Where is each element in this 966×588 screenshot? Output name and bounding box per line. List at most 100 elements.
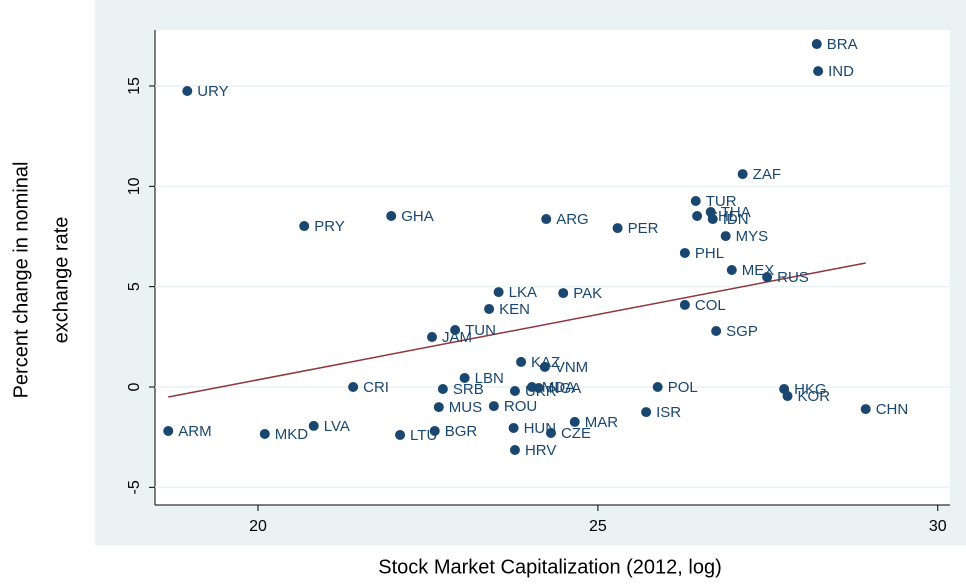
- point: [450, 325, 461, 336]
- point-label: PAK: [573, 285, 602, 302]
- point: [541, 214, 552, 225]
- point: [259, 428, 270, 439]
- point: [711, 326, 722, 337]
- point: [720, 231, 731, 242]
- point: [488, 401, 499, 412]
- point: [860, 404, 871, 415]
- point-label: TUN: [465, 322, 496, 339]
- point: [308, 420, 319, 431]
- point-label: NGA: [549, 380, 582, 397]
- point: [437, 384, 448, 395]
- point: [509, 386, 520, 397]
- point-label: TUR: [706, 193, 737, 210]
- point: [612, 223, 623, 234]
- point: [569, 416, 580, 427]
- point: [182, 86, 193, 97]
- point-label: MDA: [542, 379, 575, 396]
- point: [299, 221, 310, 232]
- point: [726, 265, 737, 276]
- point: [509, 445, 520, 456]
- point-label: SGP: [726, 323, 758, 340]
- point: [484, 303, 495, 314]
- point: [737, 169, 748, 180]
- point-label: UKR: [525, 383, 557, 400]
- point: [459, 372, 470, 383]
- y-tick-label: 5: [126, 282, 143, 291]
- point: [679, 299, 690, 310]
- point-label: MYS: [736, 228, 769, 245]
- point-label: COL: [695, 297, 726, 314]
- point: [493, 287, 504, 298]
- point: [539, 361, 550, 372]
- point-label: MUS: [449, 399, 482, 416]
- point: [707, 214, 718, 225]
- point: [813, 66, 824, 77]
- y-tick-label: 15: [126, 77, 143, 95]
- point-label: RUS: [777, 269, 809, 286]
- point: [386, 211, 397, 222]
- point-label: CZE: [561, 425, 591, 442]
- point: [508, 422, 519, 433]
- point-label: ARG: [556, 211, 589, 228]
- point-label: SRB: [453, 381, 484, 398]
- point-label: GHA: [401, 208, 434, 225]
- point: [679, 247, 690, 258]
- point-label: HKG: [794, 381, 827, 398]
- point: [692, 211, 703, 222]
- point-label: BGR: [445, 423, 478, 440]
- point: [558, 288, 569, 299]
- point: [652, 382, 663, 393]
- point-label: PHL: [695, 245, 724, 262]
- point-label: LKA: [509, 284, 537, 301]
- point: [395, 429, 406, 440]
- point: [516, 356, 527, 367]
- y-tick-label: 10: [126, 177, 143, 195]
- y-axis-title: exchange rate: [50, 217, 72, 344]
- point: [427, 332, 438, 343]
- point-label: MAR: [585, 414, 619, 431]
- point-label: THA: [721, 204, 751, 221]
- point: [545, 427, 556, 438]
- point-label: LBN: [475, 370, 504, 387]
- point-label: POL: [668, 379, 698, 396]
- point-label: ISR: [656, 404, 681, 421]
- point: [348, 382, 359, 393]
- point-label: HRV: [525, 442, 556, 459]
- point: [163, 425, 174, 436]
- point-label: KEN: [499, 301, 530, 318]
- point-label: PER: [628, 220, 659, 237]
- point: [762, 272, 773, 283]
- x-tick-label: 20: [249, 518, 267, 535]
- point-label: CRI: [363, 379, 389, 396]
- point: [429, 425, 440, 436]
- point-label: IDN: [723, 211, 749, 228]
- point: [690, 195, 701, 206]
- point-label: ZAF: [753, 166, 781, 183]
- x-tick-label: 30: [929, 518, 947, 535]
- point-label: PRY: [314, 218, 345, 235]
- plot-area: [155, 30, 950, 505]
- point-label: KOR: [798, 388, 831, 405]
- point: [533, 383, 544, 394]
- point-label: LVA: [324, 418, 350, 435]
- point-label: ARM: [178, 423, 211, 440]
- point-label: CHN: [876, 401, 909, 418]
- x-tick-label: 25: [589, 518, 607, 535]
- y-tick-label: 0: [126, 382, 143, 391]
- y-axis-title: Percent change in nominal: [10, 162, 32, 399]
- point: [811, 39, 822, 50]
- point-label: VNM: [555, 359, 588, 376]
- point: [641, 407, 652, 418]
- point-label: BRA: [827, 36, 858, 53]
- point: [433, 402, 444, 413]
- point-label: ROU: [504, 398, 537, 415]
- point-label: IND: [828, 63, 854, 80]
- point-label: URY: [197, 83, 228, 100]
- y-tick-label: -5: [126, 480, 143, 494]
- x-axis-title: Stock Market Capitalization (2012, log): [378, 556, 722, 578]
- point: [782, 391, 793, 402]
- point-label: JAM: [442, 329, 472, 346]
- fit-line: [168, 262, 866, 398]
- point-label: MKD: [275, 426, 309, 443]
